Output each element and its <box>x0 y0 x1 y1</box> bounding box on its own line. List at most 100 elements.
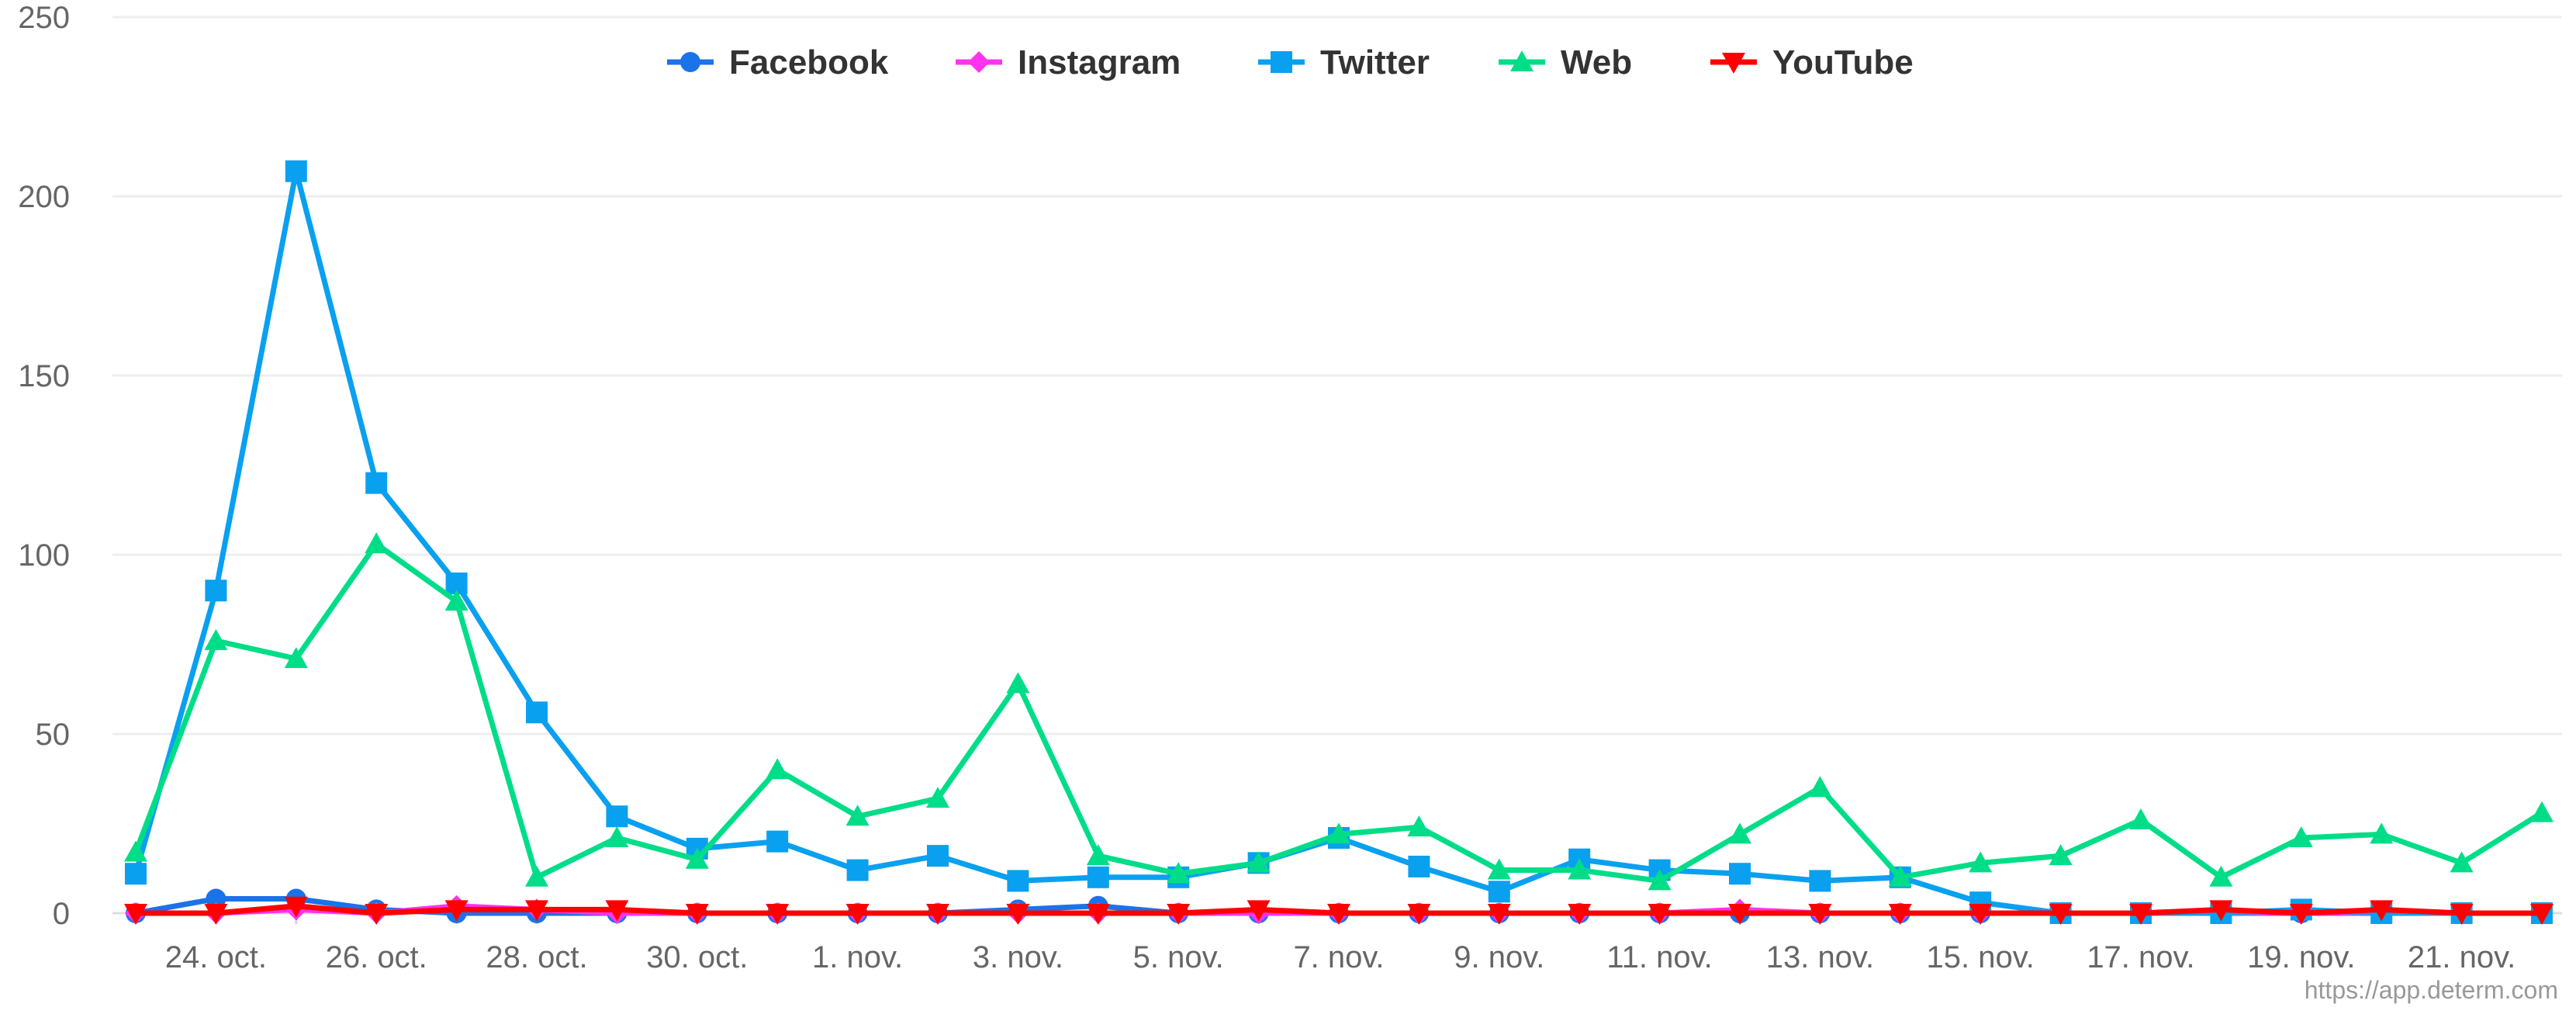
legend-item-twitter[interactable]: Twitter <box>1258 43 1430 81</box>
twitter-point[interactable] <box>1408 855 1430 877</box>
web-point[interactable] <box>204 628 228 650</box>
youtube-point[interactable] <box>1086 904 1110 925</box>
youtube-point[interactable] <box>2289 904 2313 925</box>
twitter-point[interactable] <box>1488 881 1510 903</box>
youtube-point[interactable] <box>124 904 147 925</box>
x-tick-label: 1. nov. <box>812 940 903 974</box>
web-point[interactable] <box>1888 865 1912 887</box>
youtube-point[interactable] <box>1728 904 1751 925</box>
youtube-point[interactable] <box>1888 904 1912 925</box>
youtube-point[interactable] <box>1006 904 1030 925</box>
web-point[interactable] <box>2129 808 2152 829</box>
web-point[interactable] <box>2450 851 2474 873</box>
youtube-point[interactable] <box>845 904 870 925</box>
youtube-point[interactable] <box>2209 900 2233 922</box>
youtube-point[interactable] <box>204 904 228 925</box>
twitter-point[interactable] <box>927 845 949 867</box>
web-point[interactable] <box>2370 822 2394 844</box>
twitter-point[interactable] <box>125 863 147 885</box>
youtube-point[interactable] <box>1407 904 1431 925</box>
y-tick-label: 100 <box>18 538 70 573</box>
web-point[interactable] <box>1969 851 1993 873</box>
web-point[interactable] <box>1086 844 1110 866</box>
youtube-point[interactable] <box>685 904 709 925</box>
youtube-point[interactable] <box>2129 904 2152 925</box>
twitter-point[interactable] <box>205 580 227 602</box>
web-point[interactable] <box>1247 851 1271 873</box>
youtube-point[interactable] <box>1247 900 1271 922</box>
youtube-point[interactable] <box>926 904 949 925</box>
twitter-point[interactable] <box>1809 870 1831 892</box>
twitter-point[interactable] <box>1087 866 1109 888</box>
twitter-line <box>133 168 2545 916</box>
web-point[interactable] <box>1648 869 1672 891</box>
web-point[interactable] <box>1407 815 1431 837</box>
web-point[interactable] <box>605 825 629 847</box>
twitter-point[interactable] <box>766 830 789 853</box>
web-point[interactable] <box>1728 822 1751 844</box>
youtube-point[interactable] <box>1568 904 1592 925</box>
youtube-point[interactable] <box>2049 904 2073 925</box>
credit-link[interactable]: https://app.determ.com <box>2305 976 2558 1004</box>
legend-item-web[interactable]: Web <box>1499 43 1632 81</box>
twitter-point[interactable] <box>526 701 548 724</box>
web-point[interactable] <box>365 532 389 554</box>
x-tick-label: 26. oct. <box>326 940 427 974</box>
youtube-point[interactable] <box>365 904 389 925</box>
legend-label: Web <box>1561 43 1632 81</box>
web-point[interactable] <box>2289 825 2313 847</box>
youtube-point[interactable] <box>2530 904 2554 925</box>
youtube-point[interactable] <box>1969 904 1993 925</box>
legend-item-youtube[interactable]: YouTube <box>1710 43 1914 81</box>
web-point[interactable] <box>284 646 308 668</box>
web-point[interactable] <box>1006 672 1030 694</box>
web-point[interactable] <box>2530 801 2554 822</box>
web-point[interactable] <box>525 865 548 887</box>
x-tick-label: 3. nov. <box>973 940 1063 974</box>
web-point[interactable] <box>124 840 147 862</box>
youtube-point[interactable] <box>525 900 548 922</box>
web-point[interactable] <box>444 590 469 611</box>
y-tick-label: 200 <box>18 180 70 214</box>
youtube-point[interactable] <box>605 900 629 922</box>
web-point[interactable] <box>2209 865 2233 887</box>
twitter-point[interactable] <box>846 859 869 881</box>
twitter-point[interactable] <box>285 160 307 182</box>
x-tick-label: 21. nov. <box>2408 940 2515 974</box>
youtube-point[interactable] <box>766 904 790 925</box>
youtube-point[interactable] <box>2450 904 2474 925</box>
legend-marker-facebook-icon[interactable] <box>680 52 700 72</box>
web-point[interactable] <box>926 787 949 808</box>
twitter-point[interactable] <box>1007 870 1029 892</box>
youtube-point[interactable] <box>2370 900 2394 922</box>
twitter-point[interactable] <box>1729 863 1751 885</box>
legend-marker-twitter-icon[interactable] <box>1271 51 1292 73</box>
web-point[interactable] <box>845 805 870 826</box>
legend-item-instagram[interactable]: Instagram <box>956 43 1181 81</box>
web-point[interactable] <box>685 847 709 869</box>
youtube-point[interactable] <box>1648 904 1672 925</box>
x-tick-label: 24. oct. <box>165 940 267 974</box>
youtube-point[interactable] <box>444 900 469 922</box>
youtube-point[interactable] <box>1487 904 1511 925</box>
legend[interactable]: Facebook Instagram Twitter Web YouTube <box>667 43 1914 81</box>
x-tick-label: 5. nov. <box>1133 940 1224 974</box>
web-point[interactable] <box>766 758 790 780</box>
web-point[interactable] <box>1568 858 1592 880</box>
web-point[interactable] <box>2049 844 2073 866</box>
web-point[interactable] <box>1327 822 1350 844</box>
legend-item-facebook[interactable]: Facebook <box>667 43 889 81</box>
twitter-point[interactable] <box>365 472 388 494</box>
y-tick-label: 50 <box>36 718 71 752</box>
web-point[interactable] <box>1167 862 1191 884</box>
legend-marker-web-icon[interactable] <box>1510 50 1533 71</box>
youtube-point[interactable] <box>1808 904 1832 925</box>
youtube-point[interactable] <box>1167 904 1191 925</box>
youtube-point[interactable] <box>284 896 308 918</box>
web-point[interactable] <box>1808 776 1832 798</box>
web-point[interactable] <box>1487 858 1511 880</box>
legend-marker-youtube-icon[interactable] <box>1722 53 1745 74</box>
youtube-point[interactable] <box>1327 904 1350 925</box>
twitter-point[interactable] <box>606 805 628 828</box>
legend-marker-instagram-icon[interactable] <box>968 51 990 73</box>
